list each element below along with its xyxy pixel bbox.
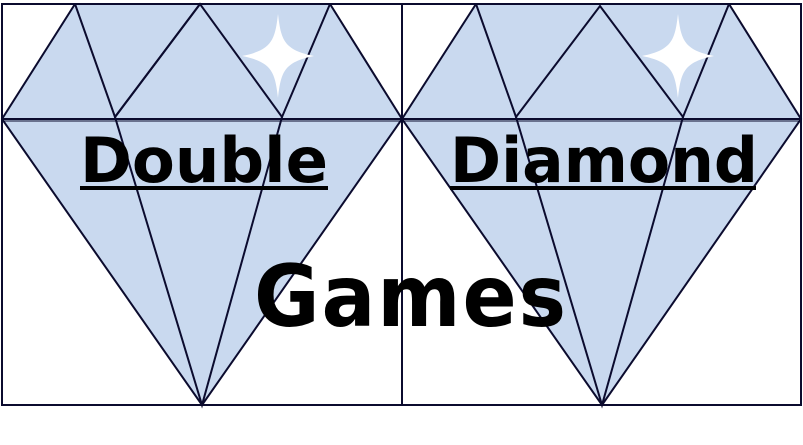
underline-double <box>80 186 328 190</box>
underline-diamond <box>450 186 756 190</box>
sparkle-icon <box>642 14 714 98</box>
logo-word-double: Double <box>80 124 328 197</box>
diamond-icon <box>400 3 803 409</box>
sparkle-icon <box>242 14 314 98</box>
logo-word-diamond: Diamond <box>450 124 758 197</box>
logo-word-games: Games <box>254 247 568 347</box>
diamond-icon <box>0 2 404 409</box>
